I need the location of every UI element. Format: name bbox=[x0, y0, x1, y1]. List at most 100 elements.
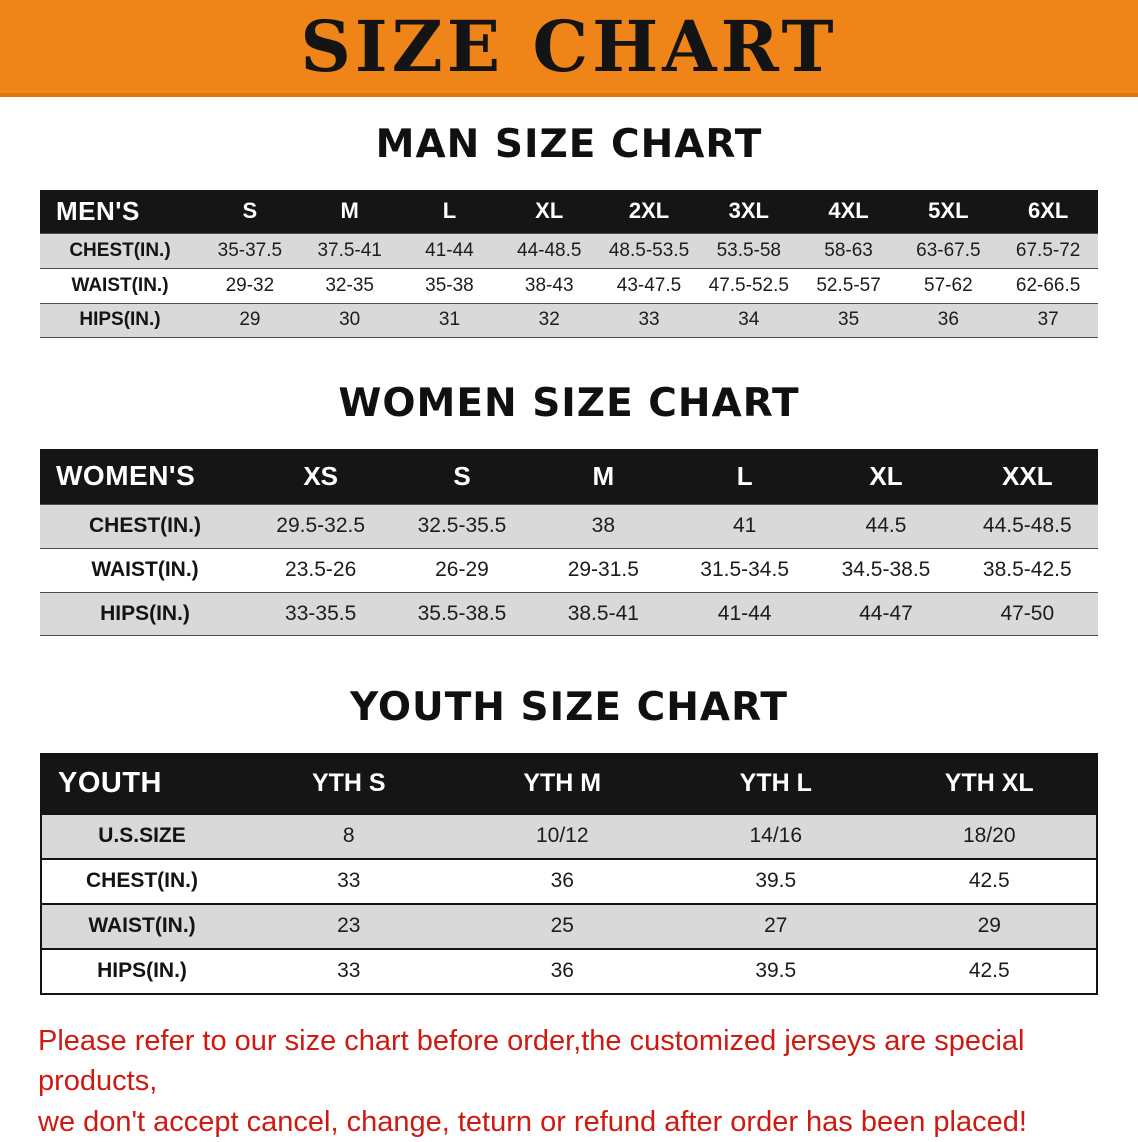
size-value: 36 bbox=[550, 869, 574, 893]
column-header: XL bbox=[535, 198, 564, 224]
size-value: 37.5-41 bbox=[317, 239, 382, 261]
section-heading-women: WOMEN SIZE CHART bbox=[338, 380, 800, 426]
table-header-row: WOMEN'S XS S M L XL XXL bbox=[40, 448, 1098, 504]
size-value: 39.5 bbox=[755, 869, 797, 893]
man-size-chart-section: MAN SIZE CHART MEN'S S M L XL 2XL 3XL 4XL 5XL 6XL… bbox=[0, 122, 1138, 338]
size-value: 34 bbox=[738, 309, 760, 331]
size-value: 43-47.5 bbox=[616, 274, 682, 296]
size-value: 63-67.5 bbox=[916, 239, 981, 261]
size-value: 29 bbox=[977, 914, 1001, 938]
size-value: 41 bbox=[732, 514, 757, 538]
size-value: 58-63 bbox=[824, 239, 873, 261]
size-value: 29-32 bbox=[225, 274, 275, 296]
row-label: U.S.SIZE bbox=[98, 824, 186, 848]
size-value: 31.5-34.5 bbox=[700, 558, 790, 582]
size-value: 33 bbox=[337, 869, 361, 893]
row-label: HIPS(IN.) bbox=[100, 601, 190, 625]
column-header: 3XL bbox=[728, 198, 769, 224]
size-value: 35.5-38.5 bbox=[417, 601, 507, 625]
row-label: CHEST(IN.) bbox=[89, 514, 201, 538]
size-value: 44.5-48.5 bbox=[982, 514, 1072, 538]
table-row: U.S.SIZE 8 10/12 14/16 18/20 bbox=[42, 812, 1096, 858]
size-value: 34.5-38.5 bbox=[841, 558, 931, 582]
size-value: 52.5-57 bbox=[816, 274, 881, 296]
size-value: 29 bbox=[239, 309, 261, 331]
column-header: 5XL bbox=[928, 198, 969, 224]
size-value: 41-44 bbox=[717, 601, 772, 625]
column-header: YTH S bbox=[311, 769, 386, 798]
column-header: 4XL bbox=[828, 198, 869, 224]
banner: SIZE CHART bbox=[0, 0, 1138, 97]
table-header-row: YOUTH YTH S YTH M YTH L YTH XL bbox=[42, 754, 1096, 813]
table-corner-label: YOUTH bbox=[58, 767, 162, 800]
size-value: 39.5 bbox=[755, 959, 797, 983]
section-heading-youth: YOUTH SIZE CHART bbox=[350, 684, 788, 730]
table-row: CHEST(IN.) 35-37.5 37.5-41 41-44 44-48.5 48.5… bbox=[40, 232, 1098, 268]
size-value: 47.5-52.5 bbox=[708, 274, 789, 296]
column-header: 2XL bbox=[628, 198, 670, 224]
size-value: 33 bbox=[337, 959, 361, 983]
size-value: 10/12 bbox=[535, 824, 589, 848]
table-row: HIPS(IN.) 33 36 39.5 42.5 bbox=[42, 947, 1096, 993]
table-row: HIPS(IN.) 29 30 31 32 33 34 35 36 37 bbox=[40, 302, 1098, 338]
size-value: 25 bbox=[550, 914, 574, 938]
column-header: M bbox=[340, 198, 359, 224]
size-value: 23.5-26 bbox=[285, 558, 357, 582]
size-value: 26-29 bbox=[435, 558, 489, 582]
size-value: 33-35.5 bbox=[285, 601, 357, 625]
row-label: WAIST(IN.) bbox=[91, 558, 199, 582]
size-value: 32 bbox=[538, 309, 560, 331]
size-value: 38.5-42.5 bbox=[982, 558, 1072, 582]
column-header: L bbox=[736, 460, 753, 491]
size-value: 29-31.5 bbox=[567, 558, 639, 582]
column-header: XL bbox=[869, 460, 903, 491]
size-value: 67.5-72 bbox=[1015, 239, 1081, 261]
size-value: 44-48.5 bbox=[517, 239, 582, 261]
size-value: 23 bbox=[337, 914, 361, 938]
footer-note: Please refer to our size chart before or… bbox=[38, 1021, 1100, 1142]
table-corner-label: MEN'S bbox=[56, 195, 140, 226]
size-value: 38.5-41 bbox=[567, 601, 639, 625]
table-row: CHEST(IN.) 29.5-32.5 32.5-35.5 38 41 44.5 44.5… bbox=[40, 503, 1098, 548]
size-value: 37 bbox=[1037, 309, 1059, 331]
column-header: L bbox=[442, 198, 457, 224]
size-value: 29.5-32.5 bbox=[276, 514, 366, 538]
size-value: 33 bbox=[638, 309, 660, 331]
size-value: 47-50 bbox=[1000, 601, 1055, 625]
size-value: 32-35 bbox=[325, 274, 374, 296]
size-value: 30 bbox=[339, 309, 361, 331]
size-value: 57-62 bbox=[924, 274, 973, 296]
table-row: WAIST(IN.) 29-32 32-35 35-38 38-43 43-47.5 47.… bbox=[40, 267, 1098, 303]
size-value: 35-37.5 bbox=[217, 239, 283, 261]
row-label: CHEST(IN.) bbox=[69, 239, 171, 261]
size-value: 36 bbox=[550, 959, 574, 983]
table-row: HIPS(IN.) 33-35.5 35.5-38.5 38.5-41 41-44 44-… bbox=[40, 591, 1098, 636]
size-value: 42.5 bbox=[968, 869, 1010, 893]
size-value: 32.5-35.5 bbox=[417, 514, 507, 538]
section-heading-man: MAN SIZE CHART bbox=[375, 122, 763, 167]
size-value: 36 bbox=[937, 309, 959, 331]
women-size-chart-section: WOMEN SIZE CHART WOMEN'S XS S M L XL XXL CHEST(… bbox=[0, 380, 1138, 636]
column-header: S bbox=[242, 198, 258, 224]
size-value: 42.5 bbox=[968, 959, 1010, 983]
row-label: CHEST(IN.) bbox=[86, 869, 198, 893]
row-label: WAIST(IN.) bbox=[88, 914, 196, 938]
column-header: M bbox=[592, 460, 615, 491]
size-value: 44.5 bbox=[865, 514, 907, 538]
table-row: WAIST(IN.) 23.5-26 26-29 29-31.5 31.5-34.5 34… bbox=[40, 547, 1098, 592]
size-value: 35-38 bbox=[425, 274, 474, 296]
column-header: S bbox=[453, 460, 471, 491]
size-value: 62-66.5 bbox=[1015, 274, 1081, 296]
table-header-row: MEN'S S M L XL 2XL 3XL 4XL 5XL 6XL bbox=[40, 189, 1098, 233]
table-row: WAIST(IN.) 23 25 27 29 bbox=[42, 902, 1096, 948]
size-value: 38 bbox=[591, 514, 615, 538]
row-label: HIPS(IN.) bbox=[97, 959, 187, 983]
size-value: 35 bbox=[838, 309, 860, 331]
row-label: WAIST(IN.) bbox=[71, 274, 169, 296]
column-header: YTH M bbox=[523, 769, 602, 798]
column-header: YTH XL bbox=[944, 769, 1034, 798]
column-header: XXL bbox=[1002, 460, 1053, 491]
table-corner-label: WOMEN'S bbox=[56, 460, 196, 492]
table-row: CHEST(IN.) 33 36 39.5 42.5 bbox=[42, 857, 1096, 903]
